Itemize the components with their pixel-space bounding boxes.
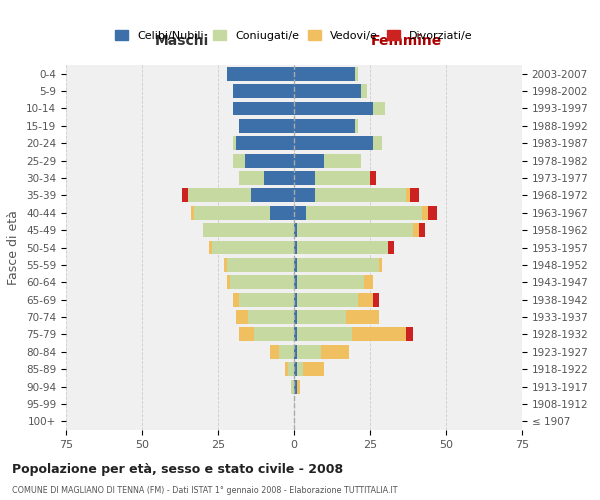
- Bar: [294, 292, 297, 306]
- Y-axis label: Anni di nascita: Anni di nascita: [597, 201, 600, 294]
- Bar: [422, 206, 428, 220]
- Bar: [294, 102, 373, 116]
- Bar: [297, 292, 358, 306]
- Bar: [294, 188, 315, 202]
- Bar: [355, 119, 358, 133]
- Text: COMUNE DI MAGLIANO DI TENNA (FM) - Dati ISTAT 1° gennaio 2008 - Elaborazione TUT: COMUNE DI MAGLIANO DI TENNA (FM) - Dati …: [12, 486, 398, 495]
- Bar: [406, 328, 413, 342]
- Bar: [239, 328, 254, 342]
- Bar: [285, 362, 288, 376]
- Bar: [410, 188, 419, 202]
- Bar: [297, 223, 413, 237]
- Bar: [358, 292, 373, 306]
- Bar: [294, 171, 315, 185]
- Bar: [294, 119, 355, 133]
- Text: Femmine: Femmine: [371, 34, 442, 48]
- Bar: [361, 84, 367, 98]
- Bar: [294, 380, 297, 394]
- Bar: [388, 240, 394, 254]
- Bar: [413, 223, 419, 237]
- Bar: [288, 362, 294, 376]
- Y-axis label: Fasce di età: Fasce di età: [7, 210, 20, 285]
- Bar: [233, 102, 294, 116]
- Legend: Celibi/Nubili, Coniugati/e, Vedovi/e, Divorziati/e: Celibi/Nubili, Coniugati/e, Vedovi/e, Di…: [112, 27, 476, 44]
- Bar: [370, 171, 376, 185]
- Bar: [236, 136, 294, 150]
- Bar: [291, 380, 294, 394]
- Bar: [419, 223, 425, 237]
- Bar: [355, 66, 358, 80]
- Bar: [352, 328, 406, 342]
- Bar: [364, 276, 373, 289]
- Bar: [406, 188, 410, 202]
- Bar: [182, 188, 188, 202]
- Bar: [325, 154, 361, 168]
- Bar: [279, 345, 294, 358]
- Bar: [239, 292, 294, 306]
- Bar: [297, 328, 352, 342]
- Bar: [248, 310, 294, 324]
- Bar: [294, 240, 297, 254]
- Bar: [269, 345, 279, 358]
- Bar: [373, 292, 379, 306]
- Bar: [346, 310, 379, 324]
- Bar: [303, 362, 325, 376]
- Bar: [297, 362, 303, 376]
- Bar: [245, 154, 294, 168]
- Bar: [239, 119, 294, 133]
- Bar: [294, 206, 306, 220]
- Bar: [322, 345, 349, 358]
- Bar: [297, 380, 300, 394]
- Bar: [254, 328, 294, 342]
- Bar: [294, 362, 297, 376]
- Bar: [209, 240, 212, 254]
- Text: Popolazione per età, sesso e stato civile - 2008: Popolazione per età, sesso e stato civil…: [12, 462, 343, 475]
- Bar: [191, 206, 194, 220]
- Bar: [239, 171, 263, 185]
- Bar: [297, 276, 364, 289]
- Bar: [227, 66, 294, 80]
- Bar: [263, 171, 294, 185]
- Bar: [294, 258, 297, 272]
- Bar: [315, 188, 406, 202]
- Bar: [227, 258, 294, 272]
- Bar: [203, 223, 294, 237]
- Bar: [294, 345, 297, 358]
- Bar: [233, 136, 236, 150]
- Bar: [297, 310, 346, 324]
- Bar: [233, 154, 245, 168]
- Bar: [294, 84, 361, 98]
- Bar: [297, 258, 379, 272]
- Bar: [236, 310, 248, 324]
- Bar: [294, 136, 373, 150]
- Bar: [294, 154, 325, 168]
- Bar: [306, 206, 422, 220]
- Bar: [315, 171, 370, 185]
- Bar: [294, 328, 297, 342]
- Text: Maschi: Maschi: [154, 34, 209, 48]
- Bar: [428, 206, 437, 220]
- Bar: [269, 206, 294, 220]
- Bar: [188, 188, 251, 202]
- Bar: [294, 276, 297, 289]
- Bar: [233, 84, 294, 98]
- Bar: [251, 188, 294, 202]
- Bar: [194, 206, 269, 220]
- Bar: [294, 66, 355, 80]
- Bar: [230, 276, 294, 289]
- Bar: [224, 258, 227, 272]
- Bar: [373, 102, 385, 116]
- Bar: [212, 240, 294, 254]
- Bar: [294, 223, 297, 237]
- Bar: [297, 345, 322, 358]
- Bar: [379, 258, 382, 272]
- Bar: [297, 240, 388, 254]
- Bar: [227, 276, 230, 289]
- Bar: [233, 292, 239, 306]
- Bar: [373, 136, 382, 150]
- Bar: [294, 310, 297, 324]
